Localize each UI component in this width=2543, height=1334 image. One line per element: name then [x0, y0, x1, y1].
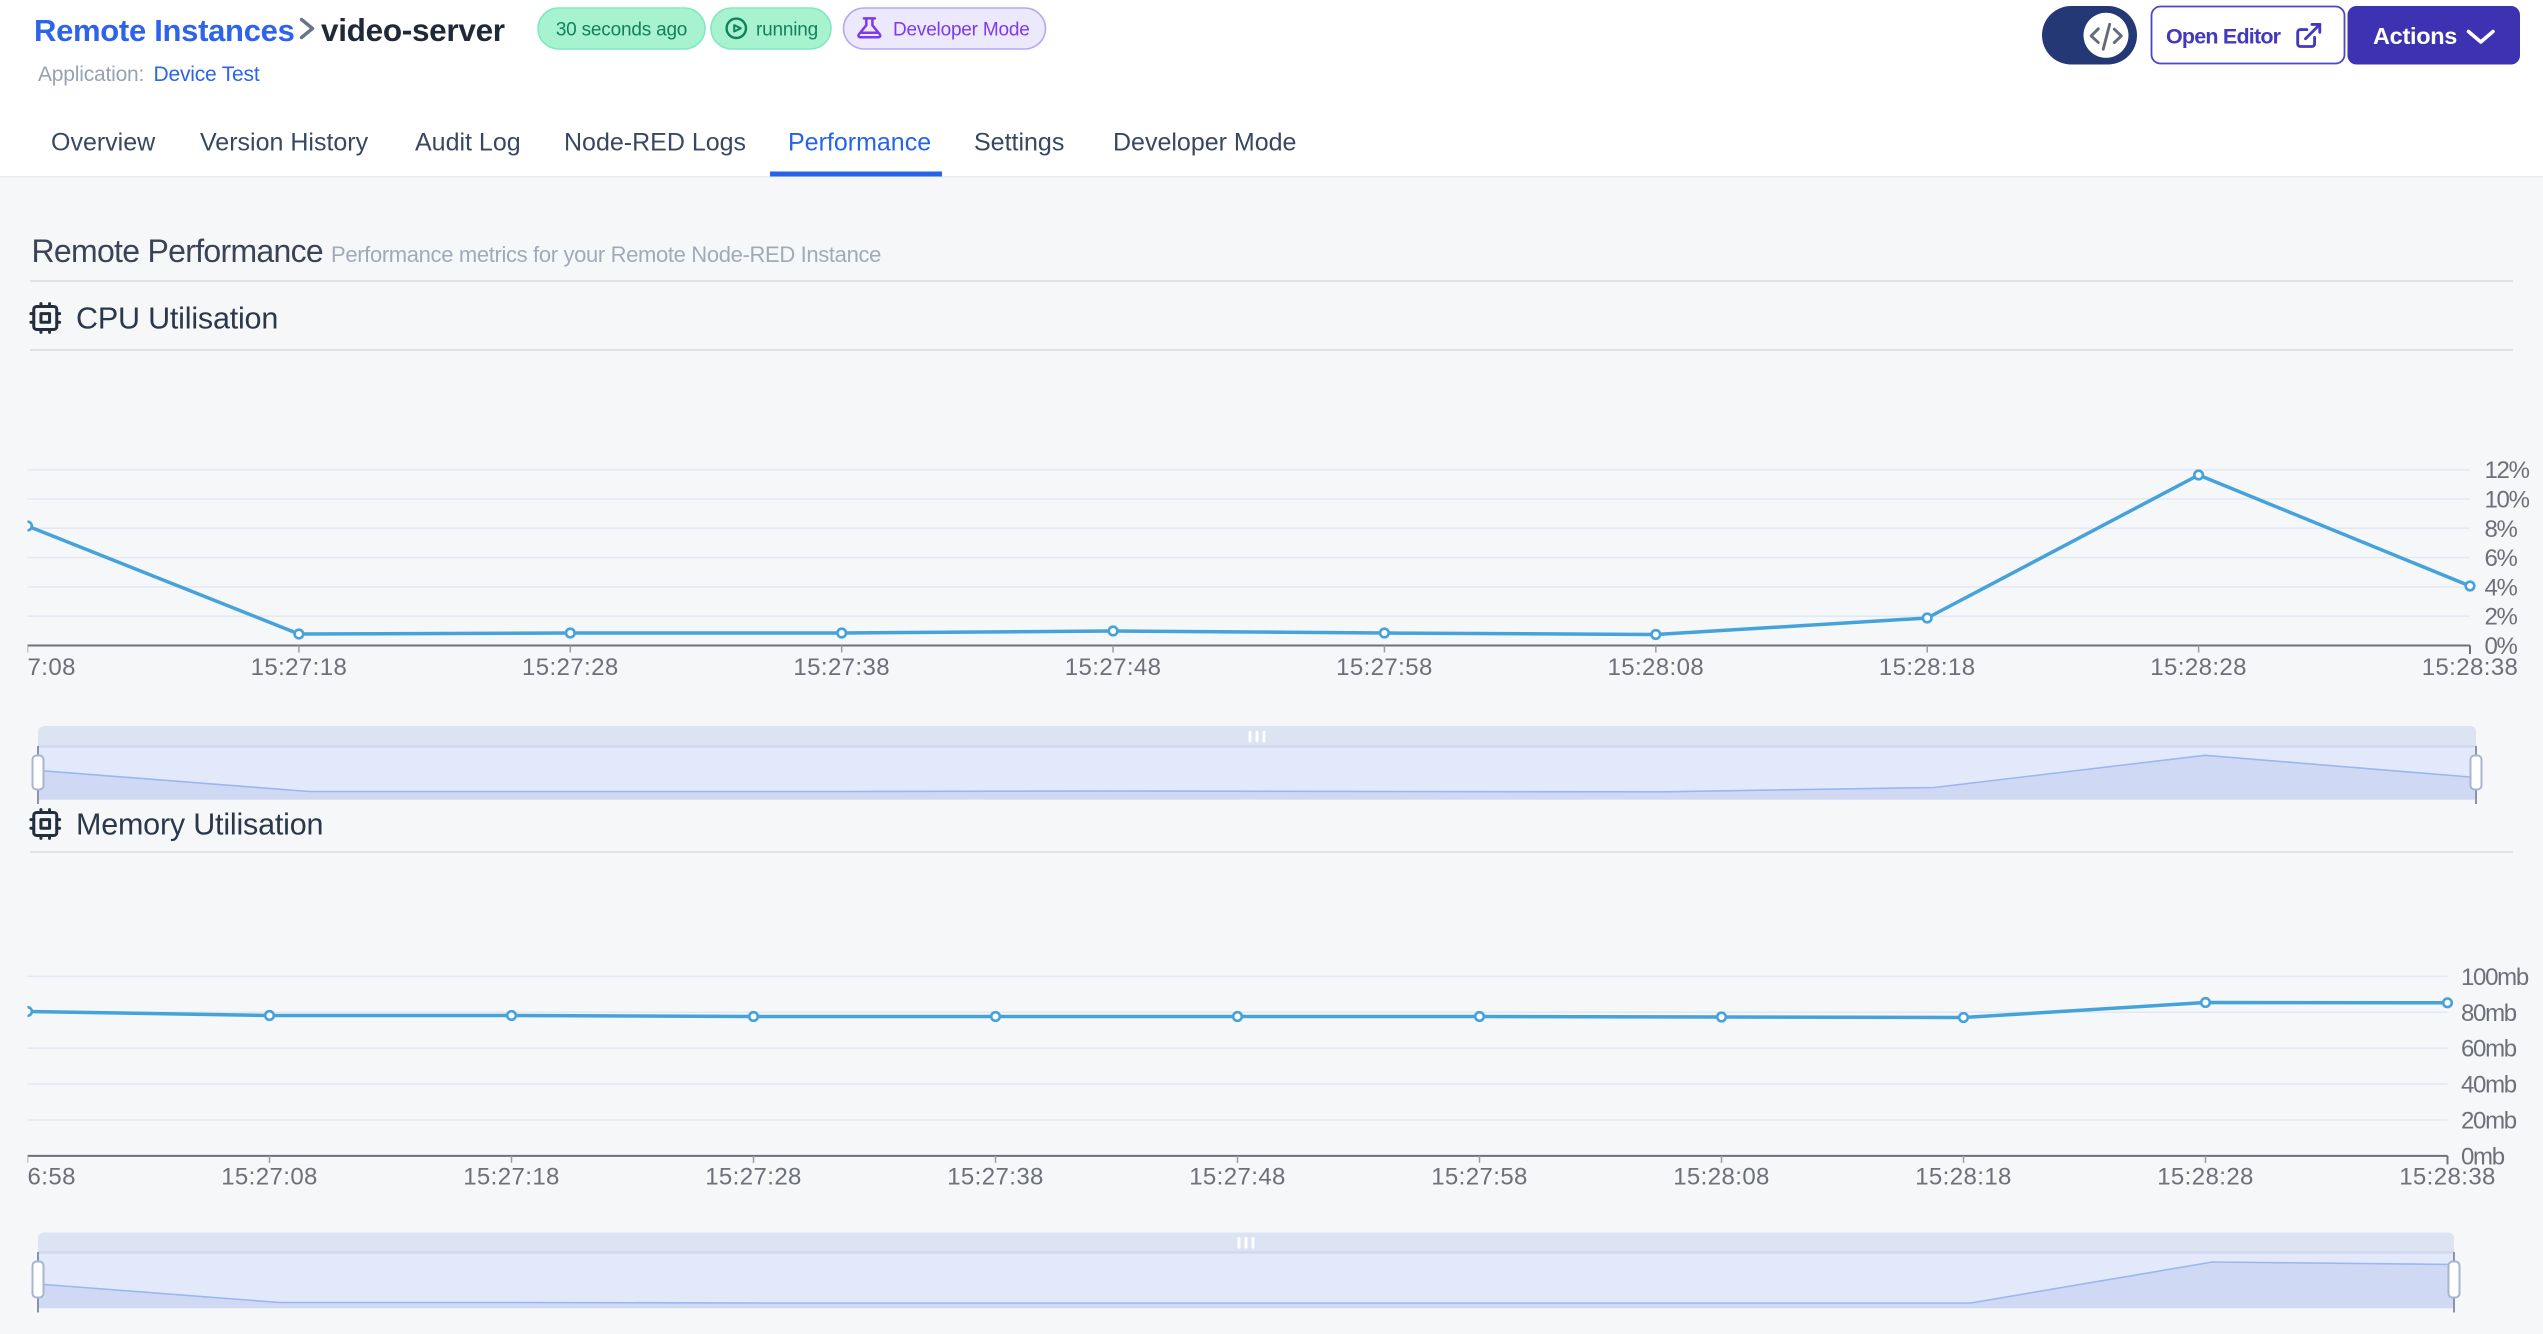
svg-text:15:28:18: 15:28:18 — [1915, 1164, 2012, 1191]
svg-text:15:27:38: 15:27:38 — [947, 1164, 1044, 1191]
svg-text:10%: 10% — [2485, 487, 2530, 514]
svg-text:15:27:58: 15:27:58 — [1431, 1164, 1528, 1191]
svg-text:30 seconds ago: 30 seconds ago — [556, 19, 687, 40]
svg-text:Memory Utilisation: Memory Utilisation — [76, 808, 323, 842]
svg-text:running: running — [756, 19, 818, 40]
svg-text:Audit Log: Audit Log — [415, 128, 521, 156]
svg-text:15:27:18: 15:27:18 — [251, 654, 348, 681]
svg-text:0%: 0% — [2485, 633, 2518, 660]
svg-text:15:28:08: 15:28:08 — [1673, 1164, 1770, 1191]
svg-text:15:27:48: 15:27:48 — [1065, 654, 1162, 681]
svg-text:15:27:48: 15:27:48 — [1189, 1164, 1286, 1191]
svg-text:Open Editor: Open Editor — [2166, 25, 2282, 49]
svg-text:15:27:28: 15:27:28 — [522, 654, 619, 681]
svg-text:Actions: Actions — [2373, 23, 2457, 49]
svg-text:40mb: 40mb — [2461, 1072, 2517, 1099]
svg-text:8%: 8% — [2485, 516, 2518, 543]
svg-text:100mb: 100mb — [2461, 964, 2529, 991]
svg-text:6%: 6% — [2485, 545, 2518, 572]
svg-text:15:27:18: 15:27:18 — [463, 1164, 560, 1191]
svg-text:Remote Performance: Remote Performance — [32, 233, 324, 269]
svg-text:0mb: 0mb — [2461, 1143, 2505, 1170]
svg-text:15:28:18: 15:28:18 — [1879, 654, 1976, 681]
svg-text:15:28:08: 15:28:08 — [1607, 654, 1704, 681]
svg-text:15:27:28: 15:27:28 — [705, 1164, 802, 1191]
svg-text:15:28:38: 15:28:38 — [2422, 654, 2519, 681]
svg-text:Device Test: Device Test — [154, 63, 260, 86]
svg-text:Version History: Version History — [200, 128, 369, 156]
svg-text:2%: 2% — [2485, 604, 2518, 631]
svg-text:Application:: Application: — [38, 63, 144, 86]
svg-text:20mb: 20mb — [2461, 1108, 2517, 1135]
svg-text:Node-RED Logs: Node-RED Logs — [564, 128, 746, 156]
svg-text:15:28:38: 15:28:38 — [2399, 1164, 2496, 1191]
svg-text:80mb: 80mb — [2461, 1000, 2517, 1027]
svg-text:video-server: video-server — [321, 12, 505, 48]
svg-text:6:58: 6:58 — [28, 1164, 76, 1191]
svg-text:Remote Instances: Remote Instances — [34, 13, 295, 48]
svg-text:15:27:58: 15:27:58 — [1336, 654, 1433, 681]
svg-text:4%: 4% — [2485, 574, 2518, 601]
svg-text:CPU Utilisation: CPU Utilisation — [76, 302, 278, 336]
svg-text:Performance metrics for your R: Performance metrics for your Remote Node… — [331, 242, 881, 267]
svg-text:Developer Mode: Developer Mode — [1113, 128, 1296, 156]
svg-text:15:27:38: 15:27:38 — [793, 654, 890, 681]
svg-text:7:08: 7:08 — [28, 654, 76, 681]
svg-text:15:28:28: 15:28:28 — [2150, 654, 2247, 681]
svg-text:15:28:28: 15:28:28 — [2157, 1164, 2254, 1191]
svg-text:Performance: Performance — [788, 128, 931, 156]
svg-text:60mb: 60mb — [2461, 1036, 2517, 1063]
svg-text:Settings: Settings — [974, 128, 1064, 156]
svg-text:Developer Mode: Developer Mode — [893, 19, 1030, 40]
svg-text:Overview: Overview — [51, 128, 156, 156]
svg-text:12%: 12% — [2485, 457, 2530, 484]
svg-text:15:27:08: 15:27:08 — [221, 1164, 318, 1191]
